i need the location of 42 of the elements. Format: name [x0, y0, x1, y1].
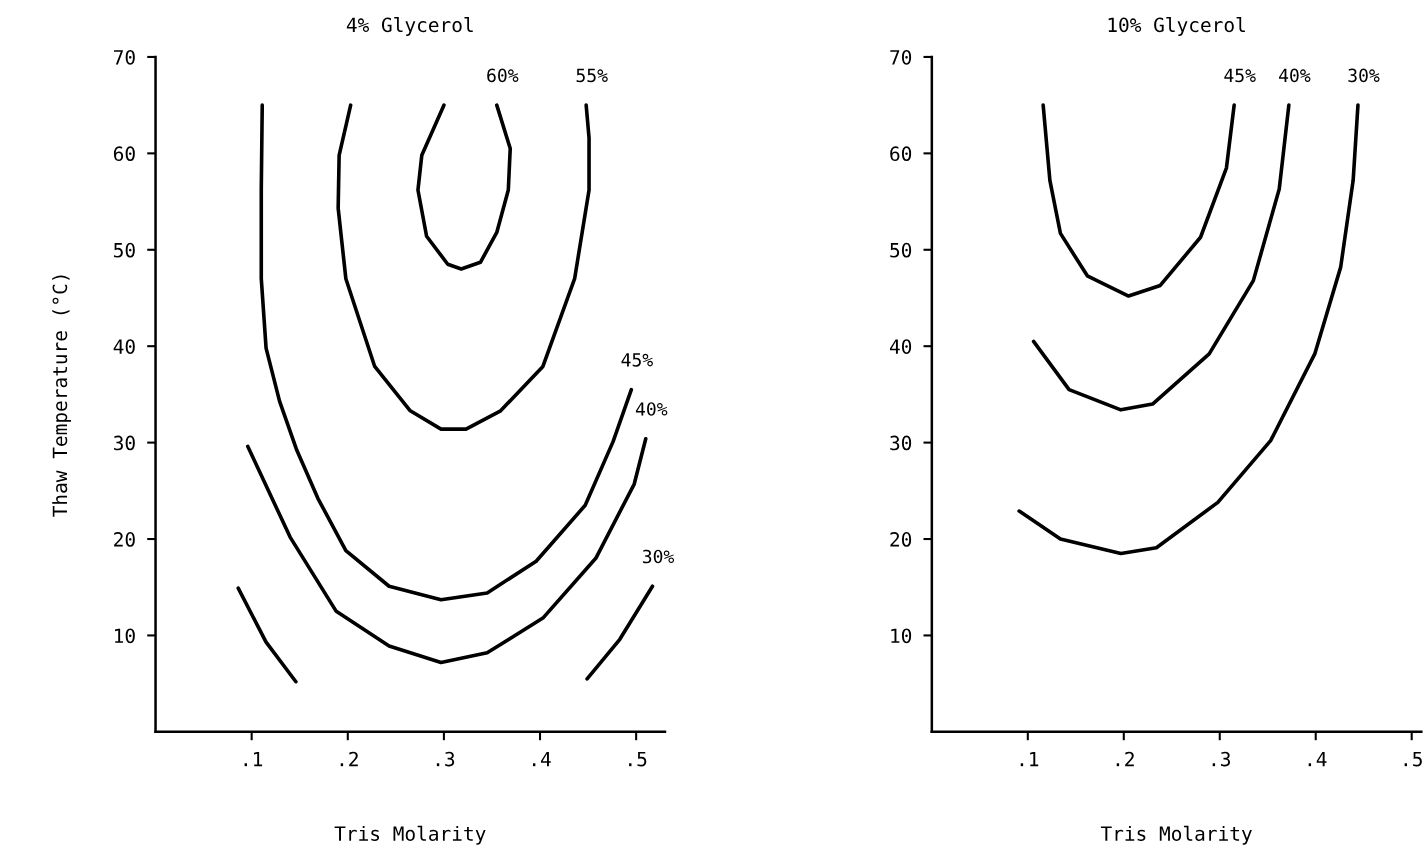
y-tick-label: 60 [890, 146, 912, 162]
x-tick-label: .4 [1308, 752, 1327, 767]
x-tick-label: .5 [1404, 752, 1422, 767]
x-axis-title: Tris Molarity [1100, 825, 1252, 845]
y-tick-label: 10 [891, 628, 912, 644]
y-tick-label: 60 [113, 146, 135, 162]
y-tick-label: 50 [890, 242, 912, 258]
x-tick-label: .3 [436, 751, 455, 767]
x-tick-label: .3 [1212, 751, 1230, 767]
y-tick-label: 30 [890, 435, 912, 451]
x-tick-label: .2 [1116, 751, 1134, 767]
x-tick-label: .1 [244, 752, 263, 767]
line-series [1041, 103, 1236, 298]
y-tick-label: 70 [890, 49, 912, 65]
series-label: 40% [635, 402, 668, 416]
y-tick-label: 10 [115, 628, 135, 644]
series-label: 55% [576, 68, 608, 83]
x-axis-title: Tris Molarity [334, 825, 486, 845]
series-label: 30% [642, 549, 675, 564]
y-tick-label: 40 [113, 339, 135, 354]
line-series [1017, 103, 1360, 556]
x-tick-label: .4 [532, 752, 551, 767]
y-tick-label: 20 [890, 532, 912, 547]
series-label: 30% [1348, 68, 1380, 83]
chart-title: 10% Glycerol [1108, 17, 1245, 36]
series-label: 45% [1224, 68, 1256, 83]
x-tick-label: .5 [629, 752, 647, 767]
series-label: 60% [487, 68, 519, 83]
x-tick-label: .2 [340, 751, 358, 767]
y-axis-title: Thaw Temperature (°C) [52, 275, 72, 517]
line-series [336, 103, 591, 431]
y-tick-label: 70 [114, 49, 135, 65]
x-tick-label: .1 [1020, 752, 1039, 767]
y-tick-label: 30 [113, 435, 135, 451]
y-tick-label: 20 [114, 532, 135, 547]
series-label: 40% [1279, 68, 1311, 83]
y-tick-label: 40 [889, 339, 912, 354]
y-tick-label: 50 [114, 242, 135, 258]
series-label: 45% [621, 353, 653, 367]
line-series [416, 103, 513, 271]
chart-title: 4% Glycerol [346, 17, 473, 36]
line-series [1031, 103, 1291, 412]
